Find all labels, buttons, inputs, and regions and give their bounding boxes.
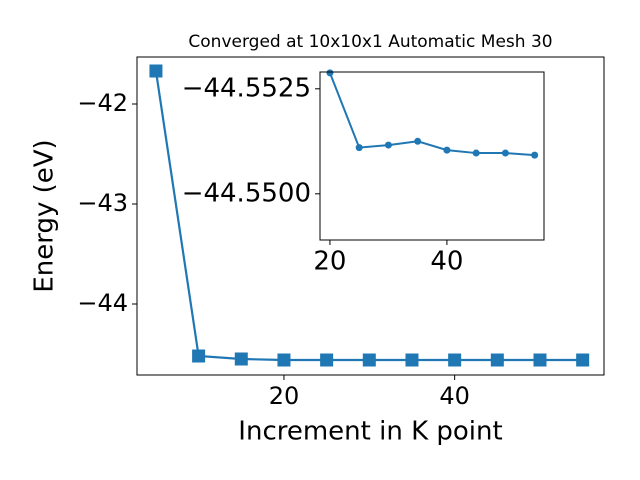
- marker: [384, 141, 392, 149]
- x-tick-label: 20: [313, 247, 346, 277]
- marker: [533, 353, 547, 367]
- marker: [320, 353, 334, 367]
- y-tick-label: −43: [77, 189, 128, 217]
- marker: [448, 353, 462, 367]
- marker: [362, 353, 376, 367]
- x-tick-label: 40: [430, 247, 463, 277]
- marker: [531, 151, 539, 159]
- marker: [501, 149, 509, 157]
- marker: [443, 146, 451, 154]
- marker: [192, 349, 206, 363]
- marker: [414, 137, 422, 145]
- x-tick-label: 40: [439, 382, 470, 410]
- marker: [576, 353, 590, 367]
- y-tick-label: −44: [77, 289, 128, 317]
- y-tick-label: −44.5500: [182, 178, 311, 208]
- marker: [405, 353, 419, 367]
- marker: [149, 64, 163, 78]
- y-axis-label: Energy (eV): [30, 139, 60, 292]
- marker: [472, 149, 480, 157]
- x-tick-label: 20: [269, 382, 300, 410]
- y-tick-label: −42: [77, 89, 128, 117]
- axes-frame: [136, 56, 605, 376]
- marker: [277, 353, 291, 367]
- marker: [490, 353, 504, 367]
- marker: [234, 352, 248, 366]
- data-line: [329, 72, 535, 157]
- marker: [355, 144, 363, 152]
- plot-area: [320, 72, 544, 240]
- chart-title: Converged at 10x10x1 Automatic Mesh 30: [188, 32, 552, 52]
- y-tick-label: −44.5525: [182, 73, 311, 103]
- marker: [326, 69, 334, 77]
- x-axis-label: Increment in K point: [238, 417, 502, 447]
- axes-frame: [319, 71, 545, 241]
